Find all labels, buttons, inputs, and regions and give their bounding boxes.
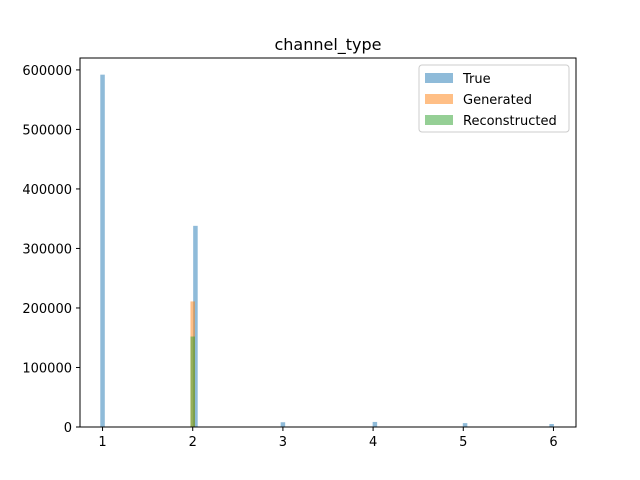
bar-true-2 <box>280 422 286 427</box>
y-tick-label: 300000 <box>22 242 72 257</box>
legend-swatch-true <box>425 73 453 83</box>
legend-swatch-generated <box>425 94 453 104</box>
bar-true-0 <box>100 74 105 427</box>
legend: True Generated Reconstructed <box>418 64 570 133</box>
y-tick-label: 400000 <box>22 183 72 198</box>
y-tick-label: 200000 <box>22 302 72 317</box>
x-tick-label: 2 <box>189 435 197 450</box>
legend-label-reconstructed: Reconstructed <box>463 114 557 129</box>
bar-true-3 <box>372 421 378 427</box>
x-tick-label: 6 <box>549 435 557 450</box>
bar-true-4 <box>462 423 468 427</box>
axes-layer: 1 2 3 4 5 6 0 100000 200000 300000 400000 500000 600… <box>22 57 577 450</box>
x-tick-label: 1 <box>98 435 106 450</box>
bar-reconstructed-0 <box>190 336 195 427</box>
chart-title: channel_type <box>274 35 381 55</box>
legend-swatch-reconstructed <box>425 115 453 125</box>
bar-true-1 <box>193 225 198 427</box>
x-tick-label: 3 <box>279 435 287 450</box>
legend-label-true: True <box>462 72 491 87</box>
bar-true-5 <box>549 424 554 427</box>
legend-box <box>418 64 570 133</box>
x-tick-label: 5 <box>459 435 467 450</box>
legend-label-generated: Generated <box>463 93 532 108</box>
y-tick-label: 0 <box>64 421 72 436</box>
bars-layer <box>100 74 554 427</box>
y-tick-label: 100000 <box>22 361 72 376</box>
y-tick-label: 600000 <box>22 64 72 79</box>
plot-frame <box>79 57 577 428</box>
y-tick-label: 500000 <box>22 123 72 138</box>
x-tick-label: 4 <box>369 435 377 450</box>
